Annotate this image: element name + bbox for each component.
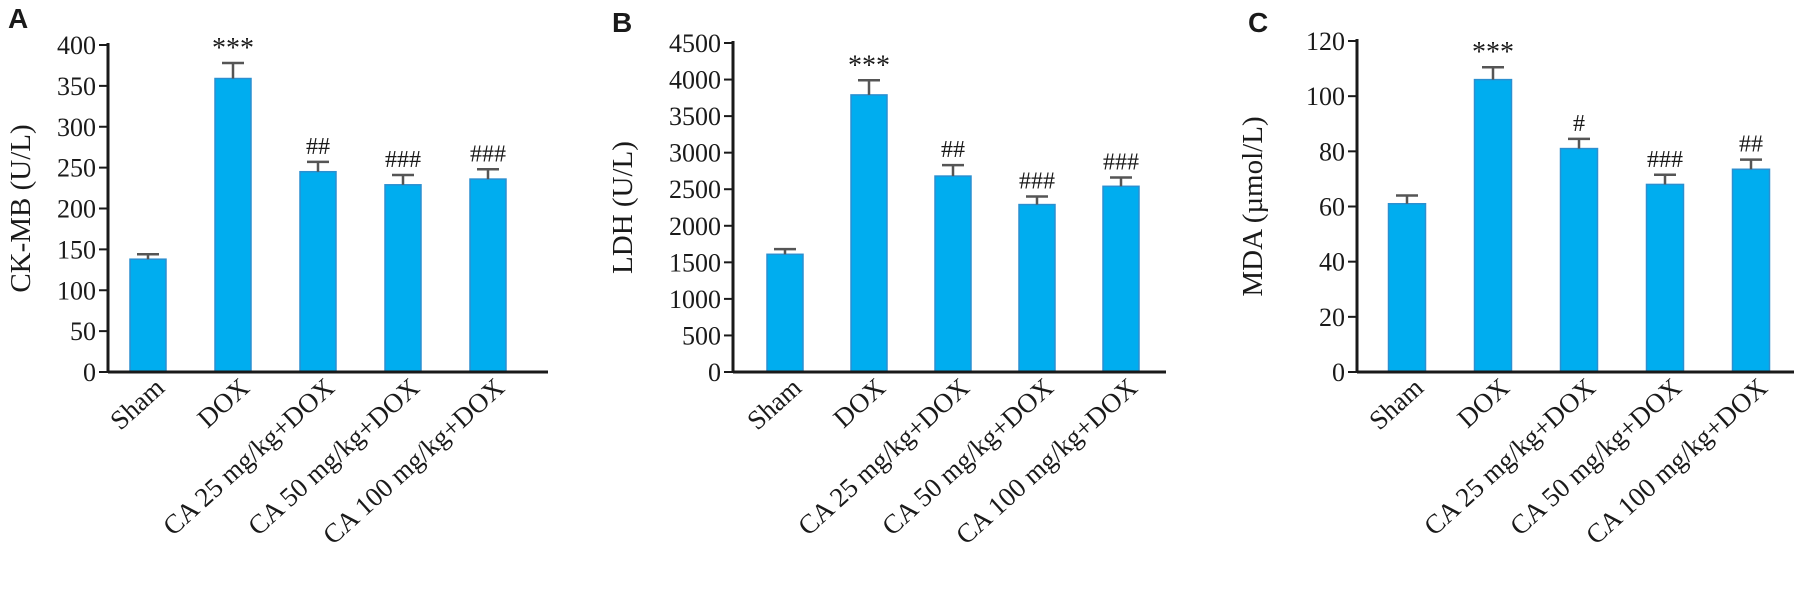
y-tick-label: 3500 — [669, 102, 721, 131]
bar — [1473, 78, 1513, 373]
significance-label: ## — [306, 134, 330, 160]
y-axis-label: MDA (µmol/L) — [1237, 116, 1269, 296]
x-tick-label: DOX — [191, 372, 255, 434]
y-tick-label: 300 — [57, 113, 96, 142]
y-tick-label: 120 — [1306, 27, 1345, 56]
significance-label: *** — [848, 50, 890, 81]
y-axis-label: LDH (U/L) — [607, 141, 639, 274]
y-tick-label: 2000 — [669, 212, 721, 241]
bar — [1559, 147, 1599, 373]
significance-label: ### — [1019, 169, 1055, 195]
bar — [1645, 183, 1685, 373]
significance-label: ## — [941, 137, 965, 163]
y-tick-label: 1000 — [669, 285, 721, 314]
y-tick-label: 2500 — [669, 175, 721, 204]
bar — [766, 253, 804, 373]
y-tick-label: 4500 — [669, 29, 721, 58]
x-tick-label: Sham — [741, 372, 807, 435]
y-tick-label: 0 — [708, 358, 721, 387]
significance-label: # — [1573, 111, 1585, 137]
bar — [469, 178, 507, 373]
significance-label: ### — [1647, 147, 1683, 173]
y-tick-label: 80 — [1319, 137, 1345, 166]
y-tick-label: 4000 — [669, 66, 721, 95]
y-tick-label: 50 — [70, 317, 96, 346]
panel-letter: C — [1248, 7, 1268, 38]
significance-label: *** — [1472, 37, 1514, 68]
x-tick-label: Sham — [104, 372, 170, 435]
y-tick-label: 350 — [57, 72, 96, 101]
y-tick-label: 100 — [1306, 82, 1345, 111]
significance-label: ## — [1739, 132, 1763, 158]
y-tick-label: 100 — [57, 276, 96, 305]
x-tick-label: DOX — [1451, 372, 1515, 434]
panel-letter: B — [612, 7, 632, 38]
bar — [214, 77, 252, 373]
bar — [129, 258, 167, 373]
y-tick-label: 0 — [1332, 358, 1345, 387]
chart-panel-a: A CK-MB (U/L) 0 50 100 150 200 250 300 350 400 Sham… — [5, 3, 548, 550]
y-tick-label: 500 — [682, 321, 721, 350]
bar — [850, 94, 888, 373]
y-tick-label: 60 — [1319, 193, 1345, 222]
y-tick-label: 40 — [1319, 248, 1345, 277]
bar — [384, 184, 422, 373]
bar — [299, 170, 337, 373]
y-tick-label: 3000 — [669, 139, 721, 168]
y-tick-label: 250 — [57, 154, 96, 183]
significance-label: *** — [212, 33, 254, 64]
y-axis-label: CK-MB (U/L) — [5, 124, 37, 292]
y-tick-label: 20 — [1319, 303, 1345, 332]
x-tick-label: Sham — [1363, 372, 1429, 435]
significance-label: ### — [470, 141, 506, 167]
y-tick-label: 0 — [83, 358, 96, 387]
bar — [1387, 202, 1427, 373]
bar — [1731, 168, 1771, 373]
y-tick-label: 400 — [57, 31, 96, 60]
bar — [1018, 203, 1056, 373]
panel-letter: A — [8, 3, 28, 34]
bar — [1102, 185, 1140, 373]
x-tick-label: DOX — [827, 372, 891, 434]
significance-label: ### — [1103, 150, 1139, 176]
y-tick-label: 200 — [57, 195, 96, 224]
significance-label: ### — [385, 147, 421, 173]
y-tick-label: 1500 — [669, 248, 721, 277]
y-tick-label: 150 — [57, 235, 96, 264]
bar — [934, 175, 972, 373]
chart-panel-b: B LDH (U/L) 0 500 1000 1500 2000 2500 3000 3500 40… — [607, 7, 1166, 550]
